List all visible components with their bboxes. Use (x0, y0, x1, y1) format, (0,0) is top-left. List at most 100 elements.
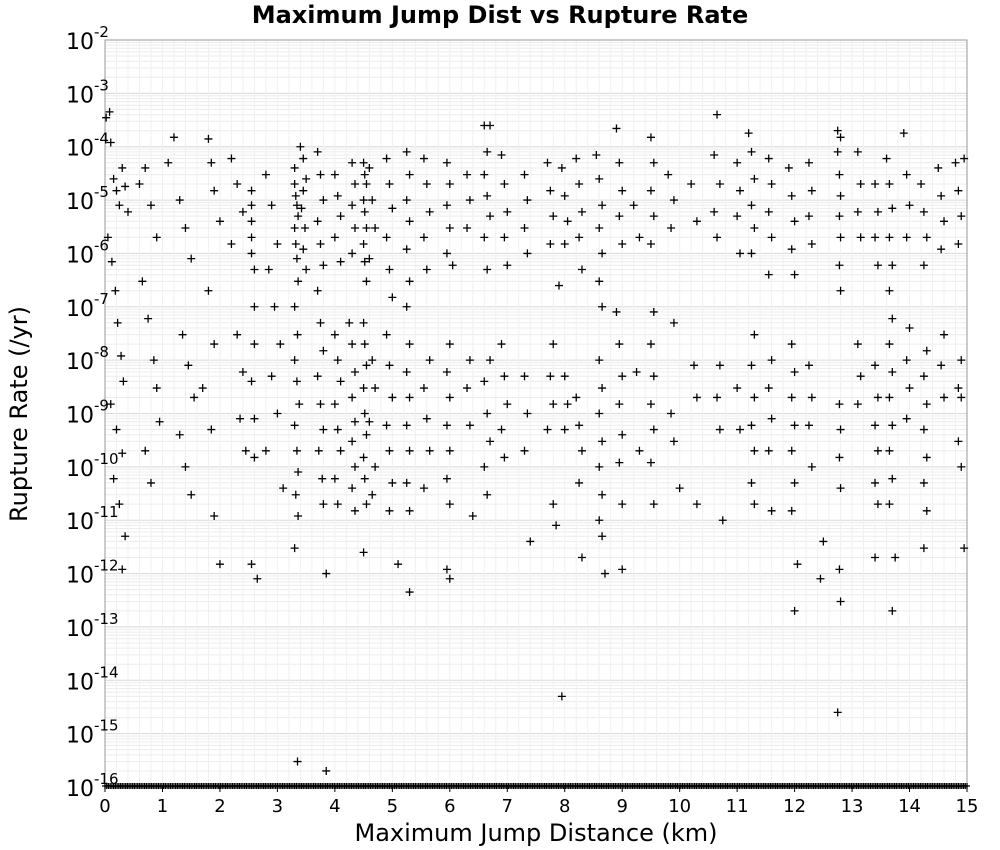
data-point (615, 158, 624, 167)
data-point (787, 191, 796, 200)
data-point (954, 186, 963, 195)
data-point (345, 318, 354, 327)
data-point (448, 261, 457, 270)
data-point (764, 446, 773, 455)
data-point (833, 126, 842, 135)
data-point (291, 240, 300, 249)
data-point (937, 245, 946, 254)
x-tick-label: 13 (841, 796, 864, 817)
data-point (649, 158, 658, 167)
data-point (442, 565, 451, 574)
data-point (113, 318, 122, 327)
data-point (649, 307, 658, 316)
data-point (902, 170, 911, 179)
data-point (299, 186, 308, 195)
data-point (600, 569, 609, 578)
data-point (247, 560, 256, 569)
data-point (250, 340, 259, 349)
data-point (937, 191, 946, 200)
y-axis-label: Rupture Rate (/yr) (5, 306, 33, 522)
data-point (836, 597, 845, 606)
data-point (598, 532, 607, 541)
data-point (618, 565, 627, 574)
data-point (885, 393, 894, 402)
data-point (635, 233, 644, 242)
data-point (362, 430, 371, 439)
data-point (500, 372, 509, 381)
data-point (523, 249, 532, 258)
data-point (442, 421, 451, 430)
data-point (350, 223, 359, 232)
data-point (419, 384, 428, 393)
data-point (767, 180, 776, 189)
data-point (790, 421, 799, 430)
data-point (261, 170, 270, 179)
data-point (718, 516, 727, 525)
data-point (350, 180, 359, 189)
data-point (368, 490, 377, 499)
data-point (871, 553, 880, 562)
data-point (919, 372, 928, 381)
data-point (615, 340, 624, 349)
data-point (520, 372, 529, 381)
data-point (836, 191, 845, 200)
data-point (816, 574, 825, 583)
data-point (247, 201, 256, 210)
data-point (106, 400, 115, 409)
y-axis-ticks: 10-2 10-3 10-4 10-5 10-6 10-7 10-8 10-9 10-10 10-… (66, 23, 119, 802)
data-point (835, 212, 844, 221)
data-point (646, 400, 655, 409)
data-point (790, 270, 799, 279)
x-tick-label: 14 (898, 796, 921, 817)
data-point (503, 207, 512, 216)
data-point (552, 521, 561, 530)
data-point (360, 170, 369, 179)
data-point (330, 474, 339, 483)
data-point (835, 453, 844, 462)
data-point (764, 384, 773, 393)
data-point (736, 186, 745, 195)
data-point (885, 286, 894, 295)
data-point (155, 417, 164, 426)
data-point (169, 133, 178, 142)
data-point (804, 212, 813, 221)
data-point (314, 446, 323, 455)
data-point (250, 265, 259, 274)
data-point (388, 478, 397, 487)
data-point (238, 207, 247, 216)
data-point (290, 223, 299, 232)
data-point (807, 393, 816, 402)
data-point (319, 261, 328, 270)
y-tick-label: 10-16 (66, 770, 119, 802)
data-point (833, 147, 842, 156)
data-point (294, 212, 303, 221)
data-point (405, 217, 414, 226)
data-point (807, 462, 816, 471)
x-tick-label: 12 (783, 796, 806, 817)
data-point (790, 478, 799, 487)
data-point (497, 425, 506, 434)
data-point (836, 425, 845, 434)
data-point (790, 606, 799, 615)
data-point (483, 147, 492, 156)
data-point (388, 293, 397, 302)
data-point (871, 478, 880, 487)
data-point (618, 186, 627, 195)
data-point (885, 500, 894, 509)
data-point (598, 437, 607, 446)
data-point (960, 544, 969, 553)
data-point (362, 361, 371, 370)
data-point (402, 478, 411, 487)
data-point (264, 265, 273, 274)
data-point (618, 500, 627, 509)
data-point (937, 361, 946, 370)
data-point (835, 565, 844, 574)
data-point (336, 377, 345, 386)
data-point (238, 367, 247, 376)
data-point (750, 446, 759, 455)
data-point (227, 240, 236, 249)
data-point (804, 421, 813, 430)
data-point (503, 400, 512, 409)
data-point (362, 277, 371, 286)
data-point (667, 409, 676, 418)
